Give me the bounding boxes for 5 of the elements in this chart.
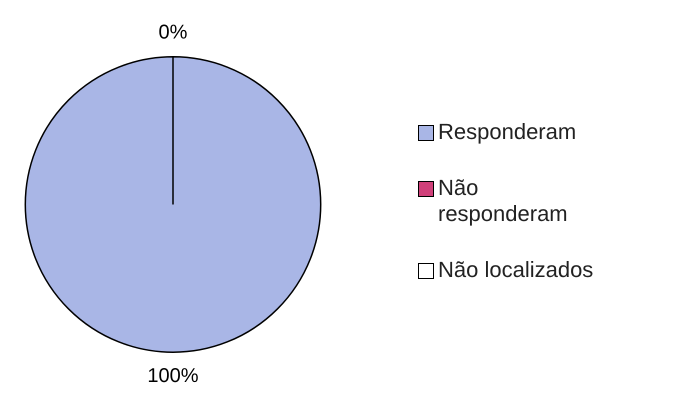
data-label: 100% <box>147 364 199 387</box>
legend-label: Responderam <box>438 118 576 144</box>
legend-label: Não responderam <box>438 174 569 226</box>
text: 0% <box>158 21 188 44</box>
legend-label: Não localizados <box>438 256 594 282</box>
